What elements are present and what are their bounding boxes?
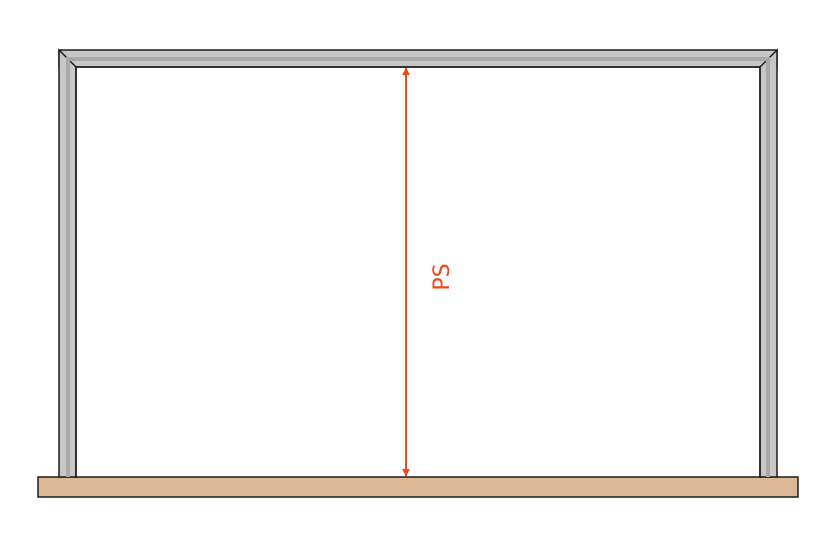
door-frame — [58, 48, 778, 478]
frame-right-inner — [766, 61, 770, 477]
dimension-ps: PS — [402, 67, 455, 477]
floor-slab — [37, 476, 799, 498]
dimension-label: PS — [430, 263, 455, 290]
frame-opening-edge — [75, 66, 761, 477]
frame-left-inner — [66, 61, 70, 477]
frame-header-inner — [66, 57, 770, 61]
